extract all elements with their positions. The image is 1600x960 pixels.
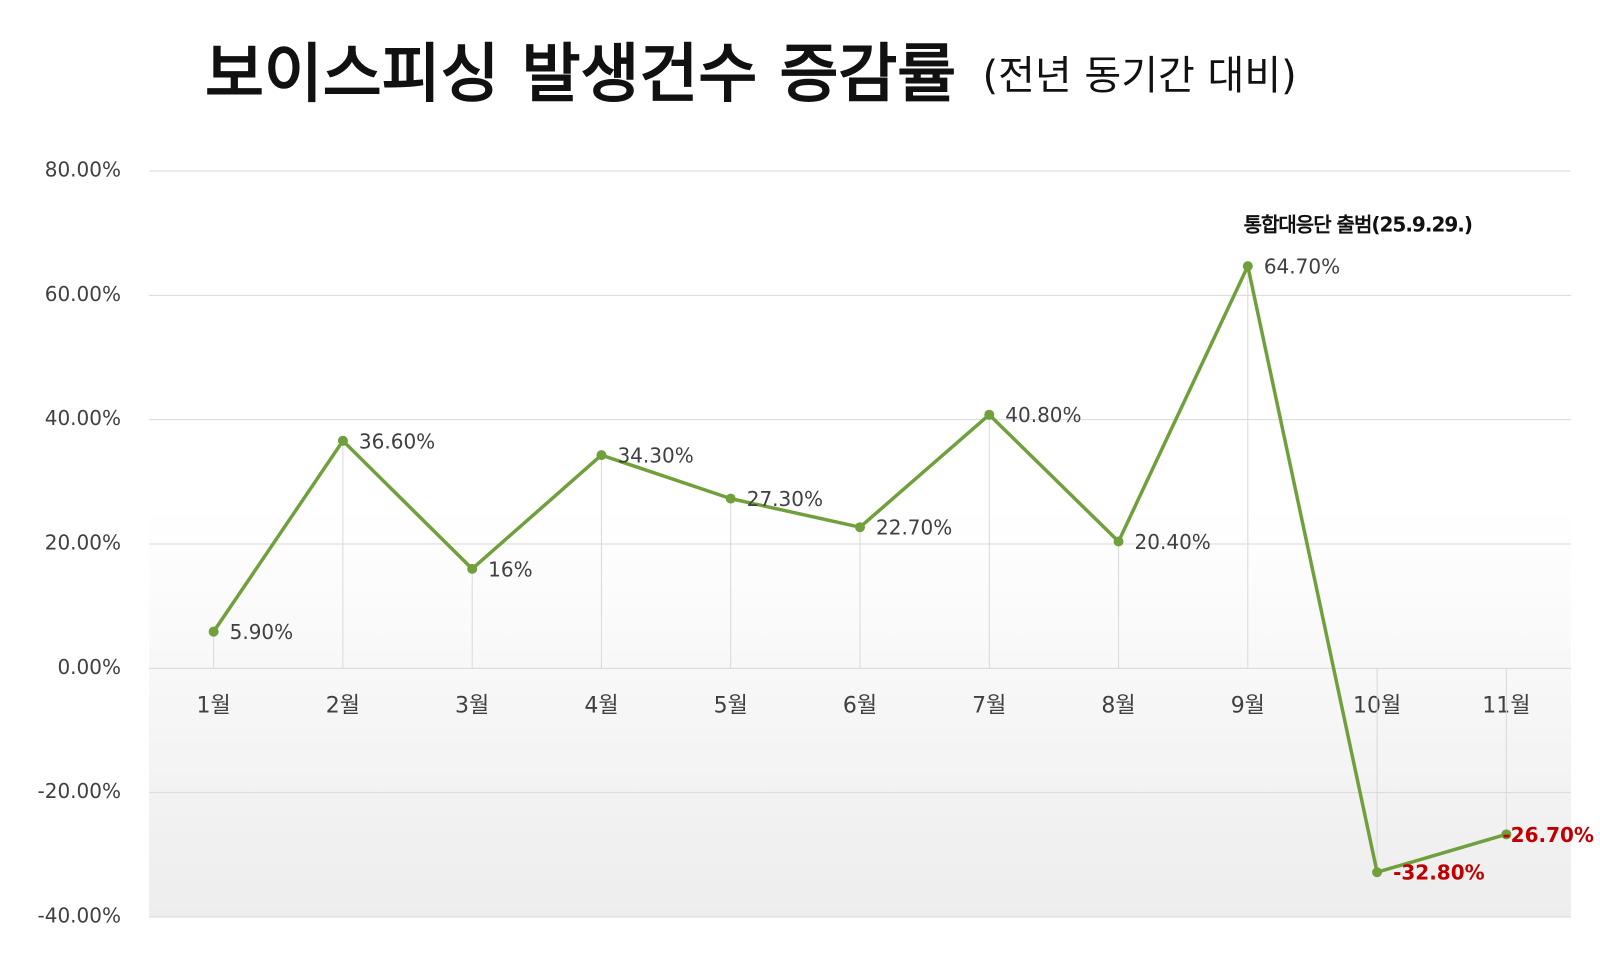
value-label: 40.80%: [1005, 403, 1081, 427]
x-tick-label: 6월: [843, 693, 877, 718]
data-point: [337, 435, 348, 446]
y-tick-label: 60.00%: [45, 282, 121, 306]
y-tick-label: 0.00%: [57, 655, 121, 679]
y-tick-label: 20.00%: [45, 531, 121, 555]
data-point: [984, 409, 995, 420]
chart-subtitle: (전년 동기간 대비): [982, 53, 1296, 99]
data-point: [855, 522, 865, 533]
value-label: 20.40%: [1135, 530, 1211, 554]
y-tick-label: -20.00%: [38, 779, 121, 803]
x-tick-label: 2월: [326, 693, 360, 718]
value-label: 34.30%: [617, 444, 693, 468]
data-point: [1501, 829, 1512, 840]
x-tick-label: 4월: [584, 693, 618, 718]
value-label: 64.70%: [1264, 255, 1340, 279]
data-point: [596, 450, 607, 461]
data-point: [1372, 867, 1383, 878]
y-tick-label: 40.00%: [45, 406, 121, 430]
annotation: 통합대응단 출범(25.9.29.): [1244, 213, 1472, 237]
x-tick-label: 1월: [197, 693, 231, 718]
value-label: 22.70%: [876, 516, 952, 540]
y-tick-label: 80.00%: [45, 158, 121, 182]
data-point: [1113, 536, 1124, 547]
value-label: -26.70%: [1502, 823, 1594, 847]
value-label: 27.30%: [747, 487, 823, 511]
x-tick-label: 9월: [1231, 693, 1265, 718]
data-point: [1242, 261, 1253, 272]
value-label: 36.60%: [359, 429, 435, 453]
x-tick-label: 5월: [714, 693, 748, 718]
chart-title: 보이스피싱 발생건수 증감률: [205, 38, 956, 112]
chart-title-group: 보이스피싱 발생건수 증감률 (전년 동기간 대비): [205, 38, 1297, 112]
data-point: [208, 626, 219, 637]
x-tick-label: 3월: [455, 693, 489, 718]
value-label: 5.90%: [230, 620, 294, 644]
x-tick-label: 7월: [972, 693, 1006, 718]
data-point: [725, 493, 736, 504]
value-label: 16%: [488, 557, 532, 581]
value-label: -32.80%: [1393, 861, 1485, 885]
data-point: [467, 563, 478, 574]
x-tick-label: 8월: [1101, 693, 1135, 718]
y-tick-label: -40.00%: [38, 904, 121, 928]
